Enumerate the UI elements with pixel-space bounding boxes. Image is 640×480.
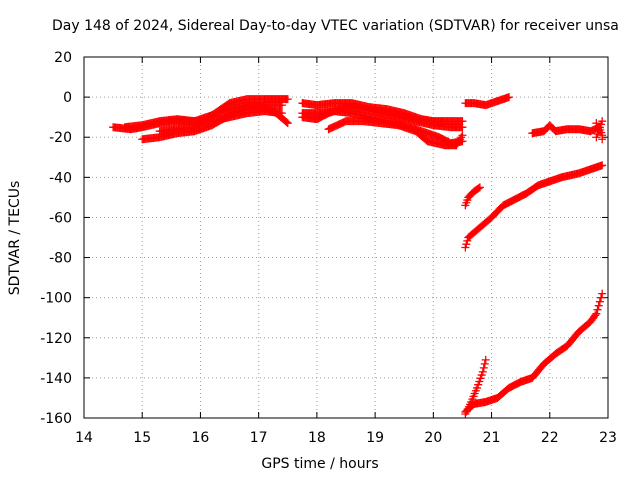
series-arc4 bbox=[155, 95, 292, 136]
data-point bbox=[594, 301, 603, 310]
data-point bbox=[463, 236, 472, 245]
data-point bbox=[474, 184, 483, 193]
y-tick-label: -100 bbox=[40, 291, 72, 307]
y-ticks: -160 -140 -120 -100 -80 -60 -40 -20 0 20 bbox=[40, 50, 608, 427]
x-tick-label: 15 bbox=[133, 430, 151, 446]
data-point bbox=[456, 135, 465, 144]
y-tick-label: 0 bbox=[63, 90, 72, 106]
data-point bbox=[598, 135, 607, 144]
data-point bbox=[458, 131, 467, 140]
data-point bbox=[452, 141, 461, 150]
data-point bbox=[462, 240, 471, 249]
y-tick-label: -140 bbox=[40, 371, 72, 387]
data-point bbox=[458, 123, 467, 132]
data-point bbox=[461, 243, 470, 252]
data-point bbox=[598, 117, 607, 126]
data-point bbox=[592, 119, 601, 128]
data-point bbox=[481, 355, 490, 364]
x-tick-label: 20 bbox=[424, 430, 442, 446]
series-arc10 bbox=[461, 183, 484, 210]
y-tick-label: -60 bbox=[49, 210, 72, 226]
y-tick-label: -120 bbox=[40, 331, 72, 347]
data-series bbox=[109, 93, 607, 418]
series-arc3 bbox=[138, 103, 292, 144]
x-tick-label: 17 bbox=[250, 430, 268, 446]
data-point bbox=[595, 297, 604, 306]
data-point bbox=[505, 93, 514, 102]
data-point bbox=[597, 293, 606, 302]
x-tick-label: 22 bbox=[541, 430, 559, 446]
y-tick-label: -160 bbox=[40, 411, 72, 427]
grid bbox=[84, 57, 608, 418]
data-point bbox=[598, 289, 607, 298]
data-point bbox=[475, 183, 484, 192]
x-tick-label: 19 bbox=[366, 430, 384, 446]
x-tick-label: 14 bbox=[75, 430, 93, 446]
x-ticks: 14 15 16 17 18 19 20 21 22 23 bbox=[75, 57, 617, 446]
chart-title: Day 148 of 2024, Sidereal Day-to-day VTE… bbox=[52, 18, 619, 34]
data-point bbox=[282, 118, 291, 127]
plot-frame bbox=[83, 56, 609, 419]
data-point bbox=[480, 359, 489, 368]
data-point bbox=[591, 311, 600, 320]
x-axis-label: GPS time / hours bbox=[261, 456, 379, 472]
data-point bbox=[454, 137, 463, 146]
y-tick-label: -20 bbox=[49, 130, 72, 146]
data-point bbox=[479, 363, 488, 372]
y-axis-label: SDTVAR / TECUs bbox=[7, 180, 23, 296]
data-point bbox=[457, 133, 466, 142]
y-tick-label: -80 bbox=[49, 251, 72, 267]
series-arc12 bbox=[528, 121, 607, 140]
data-point bbox=[453, 139, 462, 148]
data-point bbox=[283, 95, 292, 104]
data-point bbox=[478, 367, 487, 376]
series-arc15 bbox=[461, 289, 607, 416]
data-point bbox=[593, 305, 602, 314]
data-point bbox=[598, 161, 607, 170]
series-arc13 bbox=[592, 117, 607, 144]
y-tick-label: -40 bbox=[49, 170, 72, 186]
y-tick-label: 20 bbox=[54, 50, 72, 66]
series-arc11 bbox=[461, 161, 607, 252]
x-tick-label: 18 bbox=[308, 430, 326, 446]
x-tick-label: 21 bbox=[483, 430, 501, 446]
x-tick-label: 16 bbox=[192, 430, 210, 446]
data-point bbox=[283, 119, 292, 128]
x-tick-label: 23 bbox=[599, 430, 617, 446]
data-point bbox=[592, 309, 601, 318]
series-arc8 bbox=[324, 117, 467, 150]
series-arc9 bbox=[461, 93, 514, 110]
